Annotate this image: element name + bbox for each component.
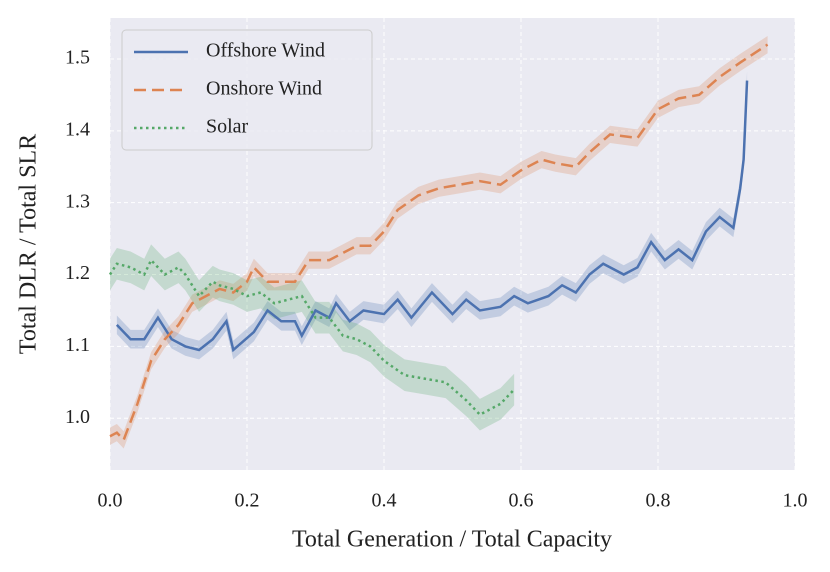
legend-box xyxy=(121,29,373,151)
legend-label: Solar xyxy=(206,116,249,138)
x-tick-label: 1.0 xyxy=(783,490,808,512)
y-tick-label: 1.1 xyxy=(65,334,90,356)
legend-label: Offshore Wind xyxy=(206,40,325,62)
x-tick-label: 0.2 xyxy=(235,490,260,512)
confidence-band xyxy=(110,244,515,431)
line xyxy=(115,80,749,353)
y-tick-label: 1.2 xyxy=(65,262,90,284)
y-tick-label: 1.0 xyxy=(65,406,90,428)
x-tick-label: 0.4 xyxy=(372,490,397,512)
x-tick-label: 0.8 xyxy=(646,490,671,512)
y-tick-label: 1.3 xyxy=(65,190,90,212)
confidence-band xyxy=(110,35,768,449)
y-axis-label: Total DLR / Total SLR xyxy=(16,134,42,354)
y-tick-label: 1.4 xyxy=(65,118,90,140)
legend-label: Onshore Wind xyxy=(206,78,322,100)
x-tick-label: 0.6 xyxy=(509,490,534,512)
y-tick-label: 1.5 xyxy=(65,47,90,69)
x-axis-label: Total Generation / Total Capacity xyxy=(292,527,612,553)
confidence-band xyxy=(116,71,748,360)
line xyxy=(109,43,769,443)
x-tick-label: 0.0 xyxy=(98,490,123,512)
